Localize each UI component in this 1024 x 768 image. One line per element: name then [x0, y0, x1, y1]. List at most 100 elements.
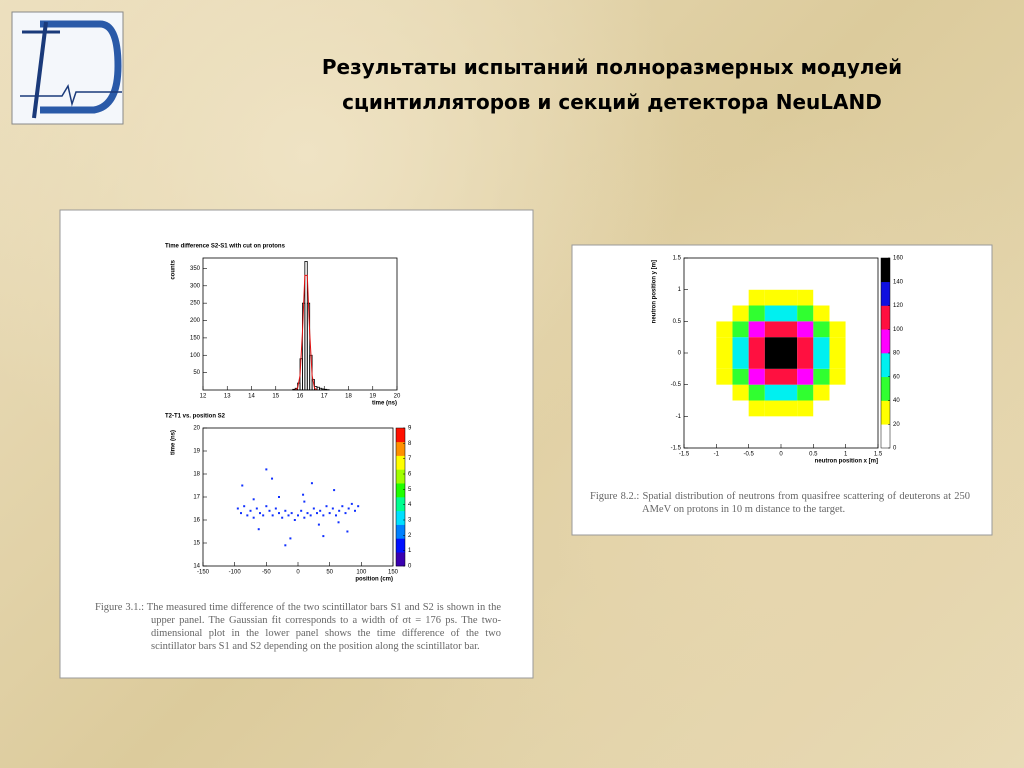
heatmap-cell — [861, 432, 878, 448]
scatter-point — [284, 509, 287, 512]
colorbar-label: 100 — [893, 327, 904, 333]
heatmap-cell — [861, 353, 878, 369]
heatmap-cell — [861, 337, 878, 353]
heatmap-cell — [700, 416, 717, 433]
heatmap-cell — [716, 305, 733, 322]
heatmap-cell — [732, 289, 749, 306]
heatmap-cell — [813, 321, 830, 338]
x-tick-label: 0 — [296, 570, 300, 576]
colorbar-segment — [396, 455, 405, 470]
y-axis-label: time (ns) — [171, 430, 177, 455]
heatmap-cell — [764, 289, 781, 306]
y-tick-label: 20 — [193, 426, 200, 432]
heatmap-cell — [748, 368, 765, 385]
heatmap-cell — [764, 400, 781, 417]
y-tick-label: 350 — [190, 266, 201, 272]
scatter-point — [281, 516, 284, 519]
heatmap-cell — [764, 305, 781, 322]
colorbar-segment — [396, 497, 405, 512]
heatmap-cell — [829, 305, 846, 322]
logo-wave — [20, 84, 122, 107]
scatter-point — [354, 509, 356, 512]
heatmap-cell — [845, 337, 862, 353]
heatmap-cell — [684, 416, 701, 433]
heatmap-cell — [845, 416, 862, 433]
y-tick-label: 200 — [190, 318, 201, 324]
y-tick-label: -1.5 — [671, 446, 682, 452]
colorbar-label: 1 — [408, 548, 412, 554]
heatmap-cell — [716, 416, 733, 433]
heatmap-cell — [797, 368, 814, 385]
x-tick-label: 0 — [779, 452, 783, 458]
colorbar-label: 5 — [408, 487, 412, 493]
heatmap-cell — [764, 321, 781, 338]
colorbar-segment — [396, 552, 405, 567]
y-tick-label: 0 — [678, 351, 682, 357]
heatmap-cell — [748, 353, 765, 369]
colorbar-label: 4 — [408, 502, 412, 508]
scatter-point — [271, 477, 274, 480]
x-tick-label: 1.5 — [874, 452, 883, 458]
scatter-point — [284, 544, 287, 547]
heatmap-cell — [829, 273, 846, 290]
heatmap-cell — [764, 432, 781, 448]
heatmap-cell — [748, 416, 765, 433]
scatter-point — [303, 500, 306, 503]
heatmap-cell — [716, 337, 733, 353]
heatmap-cell — [684, 321, 701, 338]
scatter-point — [271, 514, 274, 517]
scatter-point — [252, 516, 255, 519]
scatter-point — [265, 468, 268, 471]
heatmap-cell — [684, 305, 701, 322]
scatter-point — [344, 512, 347, 515]
logo-d — [40, 20, 122, 114]
colorbar-label: 60 — [893, 374, 900, 380]
colorbar-label: 0 — [408, 564, 412, 570]
x-tick-label: -1.5 — [679, 452, 690, 458]
figure-caption: Figure 3.1.: The measured time differenc… — [95, 602, 501, 652]
scatter-point — [331, 507, 334, 510]
heatmap-cell — [861, 305, 878, 322]
scatter-point — [278, 496, 280, 498]
colorbar-segment — [396, 510, 405, 525]
colorbar-label: 20 — [893, 422, 900, 428]
heatmap-cell — [716, 384, 733, 401]
logo-bar — [32, 21, 48, 119]
chart-title: Time difference S2-S1 with cut on proton… — [165, 244, 286, 250]
scatter-point — [249, 509, 252, 512]
heatmap-cell — [845, 353, 862, 369]
heatmap-cell — [684, 289, 701, 306]
scatter-point — [268, 509, 271, 512]
heatmap-cell — [700, 305, 717, 322]
x-tick-label: 14 — [248, 394, 255, 400]
colorbar-label: 120 — [893, 303, 904, 309]
colorbar-label: 6 — [408, 472, 412, 478]
heatmap-cell — [732, 353, 749, 369]
heatmap-cell — [716, 432, 733, 448]
heatmap-cell — [732, 368, 749, 385]
y-tick-label: 150 — [190, 335, 201, 341]
heatmap-cell — [781, 384, 798, 401]
heatmap-cell — [748, 432, 765, 448]
scatter-point — [274, 507, 277, 510]
heatmap-cell — [781, 273, 798, 290]
heatmap-cell — [700, 384, 717, 401]
heatmap-cell — [716, 258, 733, 274]
heatmap-cell — [764, 273, 781, 290]
heatmap-cell — [813, 337, 830, 353]
colorbar-segment — [396, 538, 405, 553]
heatmap-cell — [716, 289, 733, 306]
x-tick-label: 15 — [272, 394, 279, 400]
heatmap-cell — [748, 400, 765, 417]
scatter-point — [350, 502, 353, 505]
y-tick-label: 50 — [193, 370, 200, 376]
scatter-point — [236, 507, 239, 510]
heatmap-cell — [845, 321, 862, 338]
heatmap-cell — [748, 258, 765, 274]
scatter-point — [357, 505, 360, 508]
scatter-point — [306, 512, 309, 515]
heatmap-cell — [700, 400, 717, 417]
x-tick-label: 16 — [297, 394, 304, 400]
